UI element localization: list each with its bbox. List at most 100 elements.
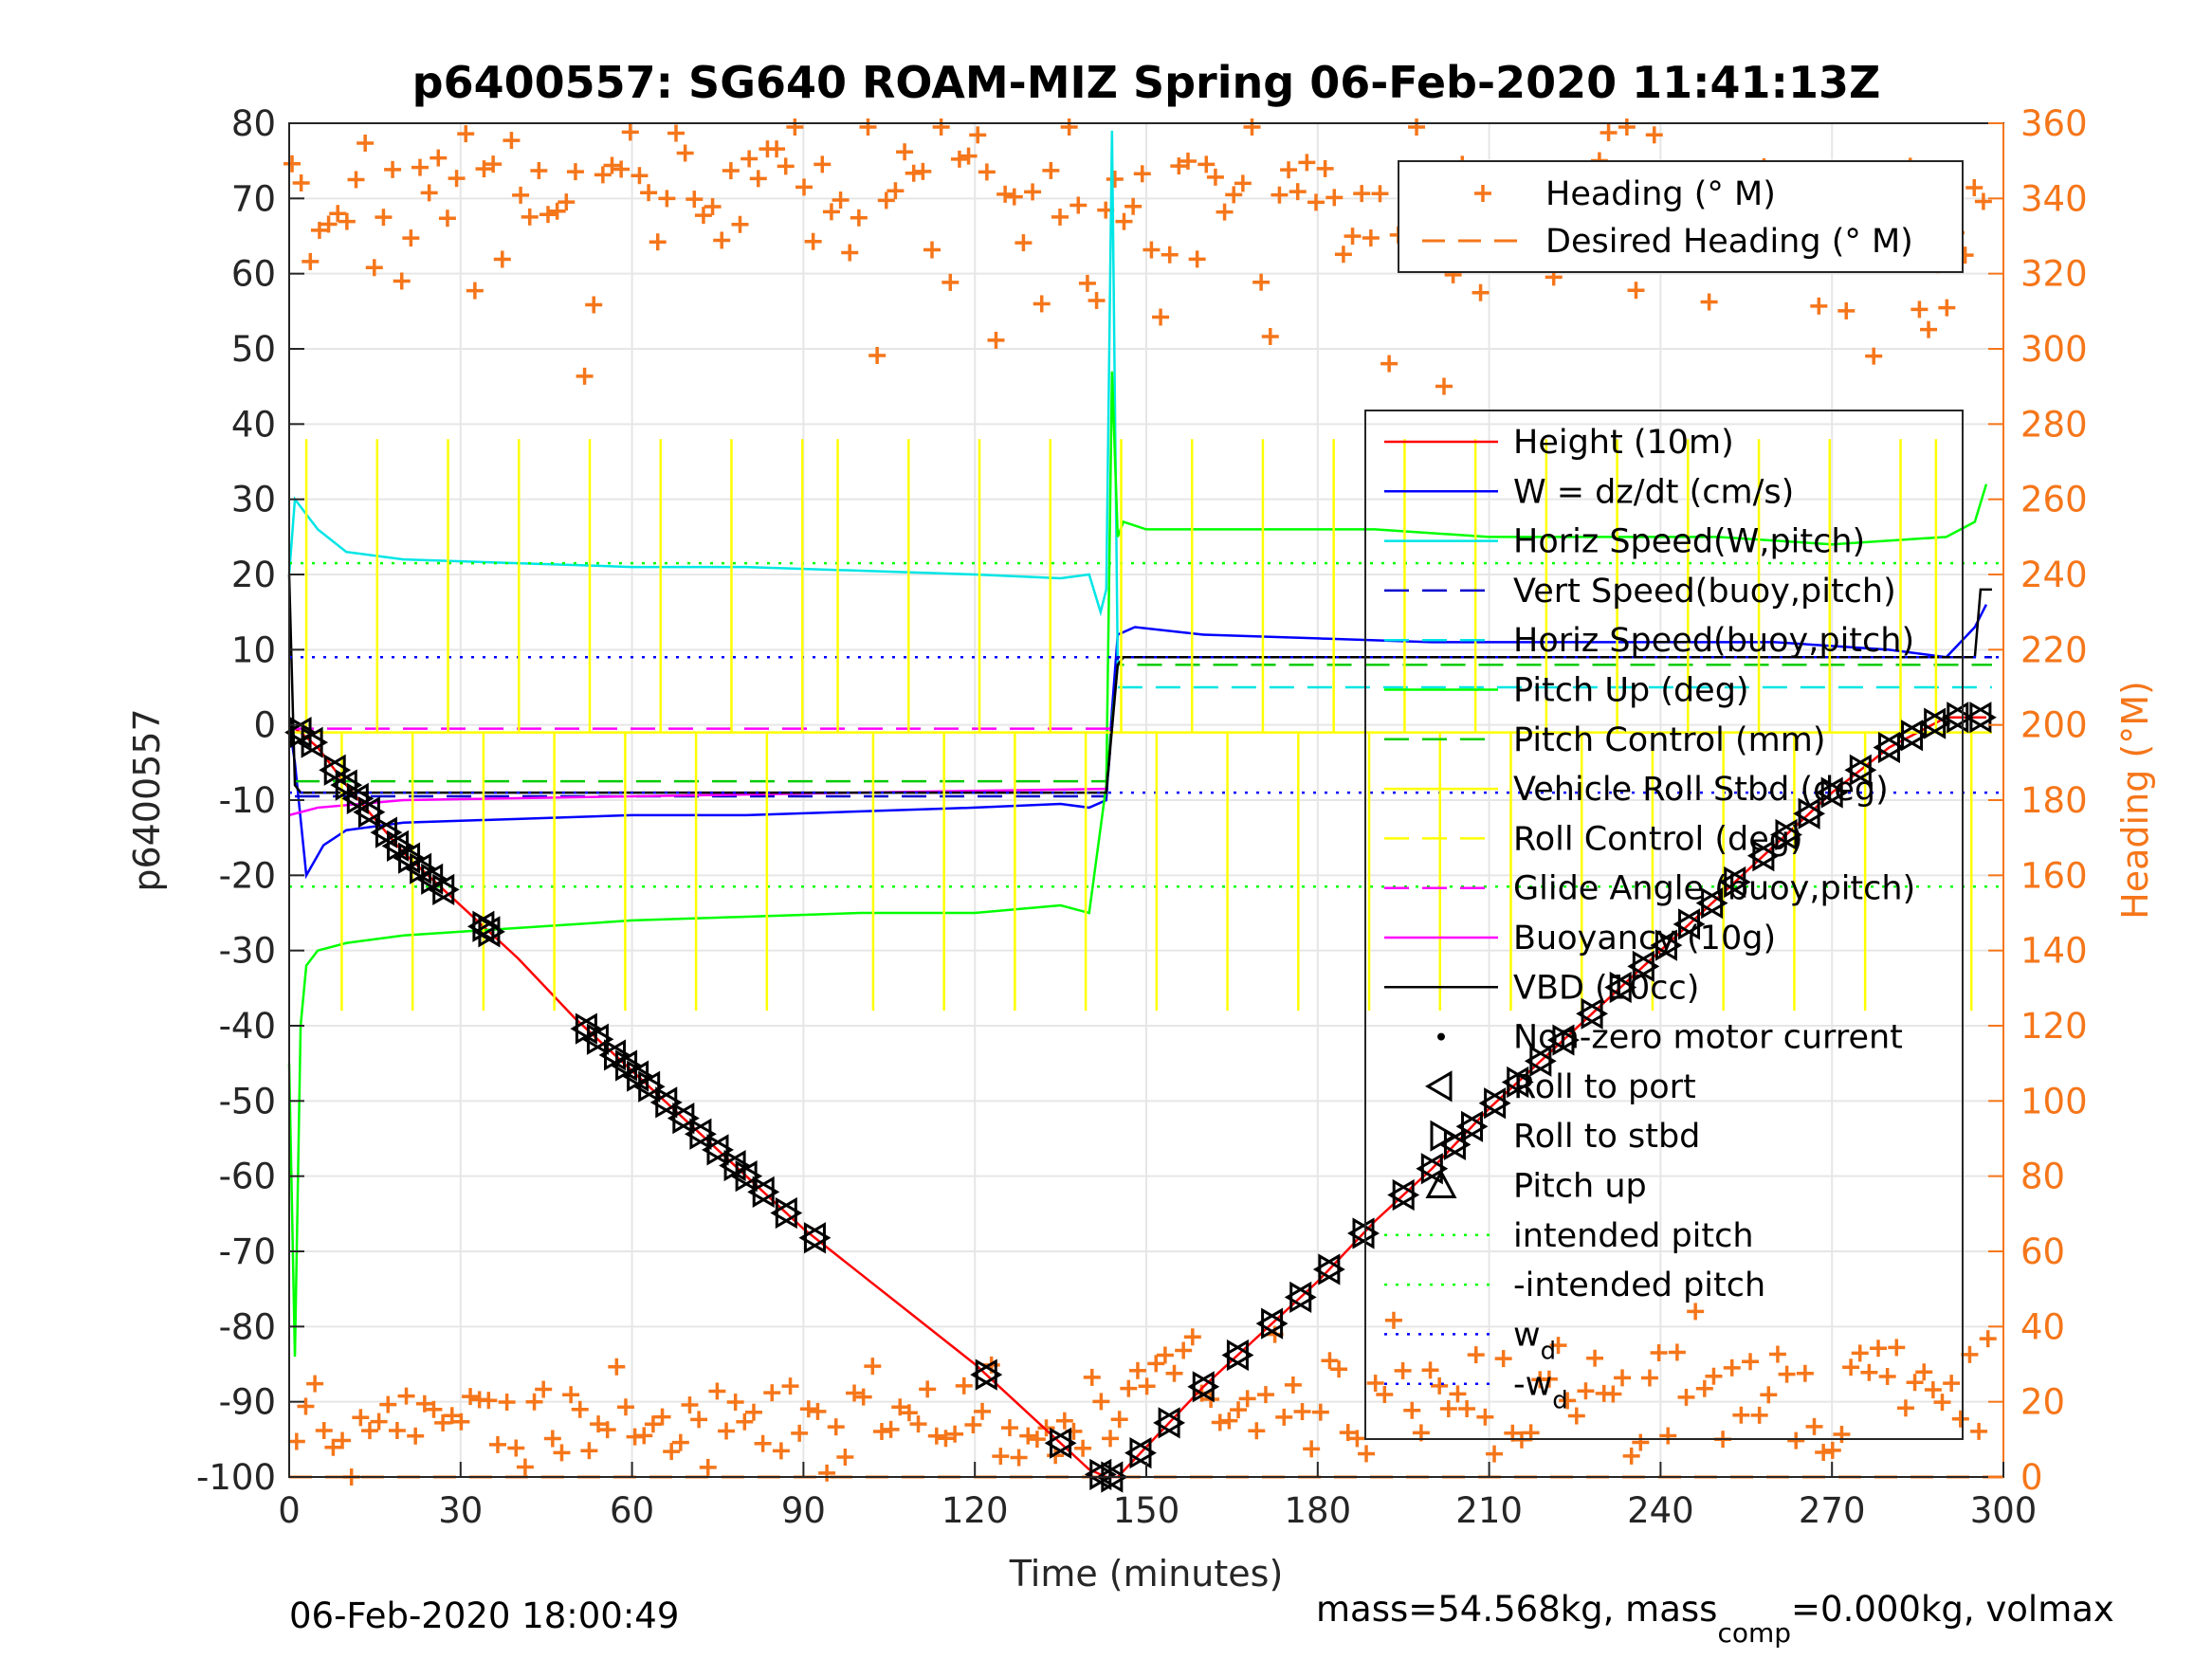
y-right-tick-label: 160 [2020,855,2088,896]
roll-to-stbd-marker [1392,1178,1420,1212]
heading-point [1750,1406,1768,1424]
roll-to-port-marker [1187,1371,1215,1403]
heading-point [877,191,895,210]
heading-point [1280,161,1298,179]
heading-point [1037,1419,1055,1437]
heading-point [324,1438,342,1456]
heading-point [1015,234,1033,252]
heading-point [1293,1403,1311,1421]
heading-point [1120,1379,1138,1397]
heading-point [1979,1330,1997,1348]
heading-point [1687,1303,1705,1321]
heading-point [1970,1422,1988,1440]
roll-to-stbd-marker [735,1160,763,1193]
heading-point [329,205,347,223]
legend-main-entry: Pitch Control (mm) [1384,721,1825,759]
heading-point [1216,203,1234,221]
heading-point [334,1431,352,1449]
heading-point [1705,1367,1723,1385]
roll-to-port-marker [1546,1024,1575,1056]
roll-to-stbd-marker [975,1358,1003,1391]
heading-point [616,1398,634,1416]
roll-to-port-marker [381,830,410,863]
y-tick-label: -50 [219,1081,276,1121]
x-tick-label: 120 [941,1490,1009,1531]
heading-point [763,1384,781,1402]
roll-to-port-marker [1793,797,1820,830]
heading-point [562,1386,580,1404]
legend-main-label: Roll Control (deg) [1513,820,1803,858]
legend-main-entry: Horiz Speed(W,pitch) [1384,523,1865,561]
legend-main-label: -wd [1513,1366,1568,1415]
y-right-tick-label: 240 [2020,555,2088,595]
heading-point [488,1435,506,1453]
heading-point [671,1433,689,1451]
heading-point [1920,320,1938,338]
heading-point [964,1416,982,1434]
heading-point [1640,1369,1658,1387]
heading-point [1220,1412,1238,1430]
heading-point [1394,1361,1412,1379]
heading-point [1600,123,1618,141]
heading-point [1677,1388,1695,1406]
heading-point [1344,228,1362,246]
roll-to-port-marker [1718,866,1746,899]
roll-to-port-marker [581,1023,609,1055]
y-tick-label: -100 [196,1457,276,1498]
heading-point [384,160,402,178]
heading-point [462,1388,480,1406]
roll-to-port-marker [610,1049,638,1082]
heading-point [397,1387,415,1405]
roll-to-port-marker [621,1060,649,1092]
heading-point [1325,189,1344,207]
heading-point [1732,1406,1750,1424]
heading-point [365,259,383,277]
roll-to-port-marker [1627,950,1654,982]
y-right-tick-label: 100 [2020,1081,2088,1121]
heading-point [896,143,914,161]
heading-point [1316,159,1334,177]
heading-point [503,132,521,150]
x-axis-label: Time (minutes) [1009,1553,1284,1595]
heading-point [891,1398,909,1416]
heading-point [1147,1355,1165,1373]
heading-point [635,1427,653,1445]
heading-point [1965,179,1983,197]
legend-main-swatch [1437,1032,1445,1041]
x-tick-label: 0 [278,1490,301,1531]
legend-main-entry: intended pitch [1384,1217,1754,1255]
heading-point [836,1449,854,1467]
y-tick-label: 0 [253,705,276,746]
heading-point [539,206,558,224]
heading-point [1668,1343,1686,1361]
legend-main-label: intended pitch [1513,1217,1754,1255]
x-tick-label: 240 [1627,1490,1694,1531]
y-right-tick-label: 320 [2020,254,2088,295]
x-tick-label: 30 [438,1490,483,1531]
roll-to-stbd-marker [1529,1045,1557,1077]
roll-to-stbd-marker [1192,1371,1220,1403]
heading-point [297,1397,315,1415]
heading-point [1888,1339,1906,1357]
roll-to-port-marker [1816,776,1843,809]
heading-point [690,1411,708,1429]
heading-point [1810,297,1828,315]
x-tick-label: 60 [610,1490,654,1531]
heading-point [1339,1424,1357,1442]
series-pitch-up-deg- [287,371,1988,1358]
heading-point [868,346,887,364]
y-right-tick-label: 340 [2020,178,2088,219]
y-right-tick-label: 200 [2020,705,2088,746]
heading-point [434,1413,452,1431]
heading-point [1604,1385,1622,1403]
heading-point [1768,1345,1786,1363]
heading-point [576,367,594,385]
roll-to-port-marker [370,816,397,848]
roll-to-port-marker [427,873,455,906]
heading-point [822,203,840,221]
heading-point [1805,1417,1823,1435]
heading-point [905,164,923,182]
heading-point [1778,1365,1796,1383]
roll-to-port-marker [415,863,444,895]
heading-point [608,1358,626,1376]
